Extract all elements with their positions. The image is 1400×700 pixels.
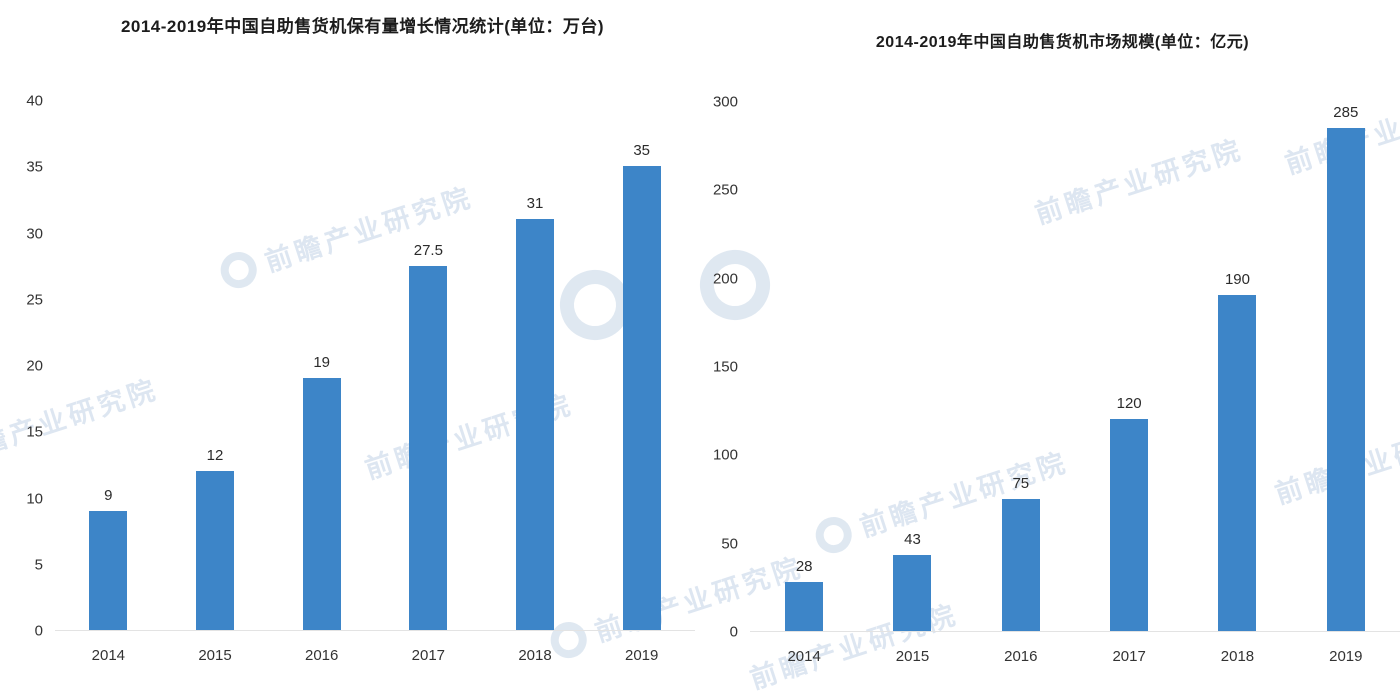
- chart-title-ownership: 2014-2019年中国自助售货机保有量增长情况统计(单位：万台): [120, 17, 605, 36]
- bar: [516, 219, 555, 630]
- bar: [1001, 498, 1040, 631]
- bar-value-label: 285: [1333, 103, 1359, 121]
- bar: [785, 581, 824, 631]
- bar: [893, 555, 932, 631]
- y-tick-label: 0: [34, 622, 43, 640]
- x-category-label: 2016: [1004, 648, 1038, 665]
- chart-body: 0 50 100 150 200 250 300 28 2014 43 2015 75 2016 120…: [695, 94, 1400, 665]
- chart-title-market-size: 2014-2019年中国自助售货机市场规模(单位：亿元): [875, 34, 1250, 51]
- bar-column: 31 2018: [482, 101, 589, 664]
- x-category-label: 2015: [895, 648, 930, 665]
- bar-value-label: 31: [526, 195, 544, 213]
- x-category-label: 2018: [518, 647, 552, 664]
- y-tick-label: 200: [712, 270, 738, 288]
- y-tick-label: 15: [26, 423, 43, 441]
- y-tick-label: 20: [26, 357, 43, 375]
- y-tick-label: 250: [712, 181, 738, 199]
- y-tick-label: 5: [34, 556, 43, 574]
- x-category-label: 2017: [411, 647, 446, 664]
- bar: [409, 265, 448, 630]
- y-tick-label: 25: [26, 291, 43, 309]
- x-category-label: 2018: [1220, 648, 1255, 665]
- plot-area: 9 2014 12 2015 19 2016 27.5 2017 31 2018 35 2019: [55, 101, 695, 664]
- bar-column: 28 2014: [750, 102, 858, 665]
- x-category-label: 2014: [787, 648, 821, 665]
- y-tick-label: 50: [721, 535, 738, 553]
- bar-value-label: 19: [313, 354, 331, 372]
- bar-column: 120 2017: [1075, 102, 1183, 665]
- chart-body: 0 5 10 15 20 25 30 35 40 9 2014 12 2015 19 2016 27.5 20…: [0, 93, 695, 664]
- y-tick-label: 40: [26, 92, 43, 110]
- bar-value-label: 35: [633, 142, 651, 160]
- bar: [1218, 295, 1257, 631]
- x-category-label: 2019: [1329, 648, 1363, 665]
- bar-value-label: 43: [904, 531, 921, 549]
- y-axis: 0 50 100 150 200 250 300: [695, 94, 750, 641]
- bar-value-label: 28: [795, 557, 813, 575]
- chart-vending-ownership: 2014-2019年中国自助售货机保有量增长情况统计(单位：万台) 0 5 10 15…: [0, 0, 695, 700]
- bar-value-label: 27.5: [413, 241, 443, 259]
- bar-value-label: 120: [1116, 395, 1142, 412]
- bar: [622, 166, 661, 630]
- plot-area: 28 2014 43 2015 75 2016 120 2017 190 2018 285 2019: [750, 102, 1400, 665]
- y-tick-label: 150: [712, 358, 738, 376]
- y-tick-label: 300: [712, 93, 738, 111]
- y-tick-label: 0: [729, 623, 738, 641]
- bar-column: 285 2019: [1292, 102, 1400, 665]
- bar-value-label: 9: [104, 486, 113, 504]
- bar: [1326, 127, 1365, 631]
- bar-column: 9 2014: [55, 101, 162, 664]
- x-category-label: 2015: [198, 647, 232, 664]
- bar-value-label: 75: [1012, 474, 1030, 492]
- y-tick-label: 10: [26, 490, 43, 507]
- bar: [89, 510, 128, 630]
- bar-value-label: 190: [1224, 271, 1250, 289]
- bar-value-label: 12: [206, 447, 224, 464]
- bar: [196, 471, 234, 630]
- y-tick-label: 35: [26, 158, 43, 176]
- bar: [1110, 419, 1149, 631]
- y-tick-label: 100: [712, 446, 738, 464]
- bar-column: 27.5 2017: [375, 101, 482, 664]
- bar-column: 19 2016: [268, 101, 375, 664]
- y-axis: 0 5 10 15 20 25 30 35 40: [0, 93, 55, 640]
- x-category-label: 2014: [91, 647, 126, 664]
- x-category-label: 2019: [625, 647, 659, 664]
- bar-column: 75 2016: [967, 102, 1075, 665]
- x-category-label: 2017: [1112, 648, 1146, 665]
- chart-market-size: 2014-2019年中国自助售货机市场规模(单位：亿元) 0 50 100 150 20…: [695, 0, 1400, 700]
- bar-column: 43 2015: [858, 102, 966, 665]
- y-tick-label: 30: [26, 225, 43, 242]
- bar: [302, 378, 341, 630]
- x-category-label: 2016: [304, 647, 339, 664]
- bar-column: 190 2018: [1183, 102, 1291, 665]
- bar-column: 12 2015: [162, 101, 269, 664]
- bar-column: 35 2019: [588, 101, 695, 664]
